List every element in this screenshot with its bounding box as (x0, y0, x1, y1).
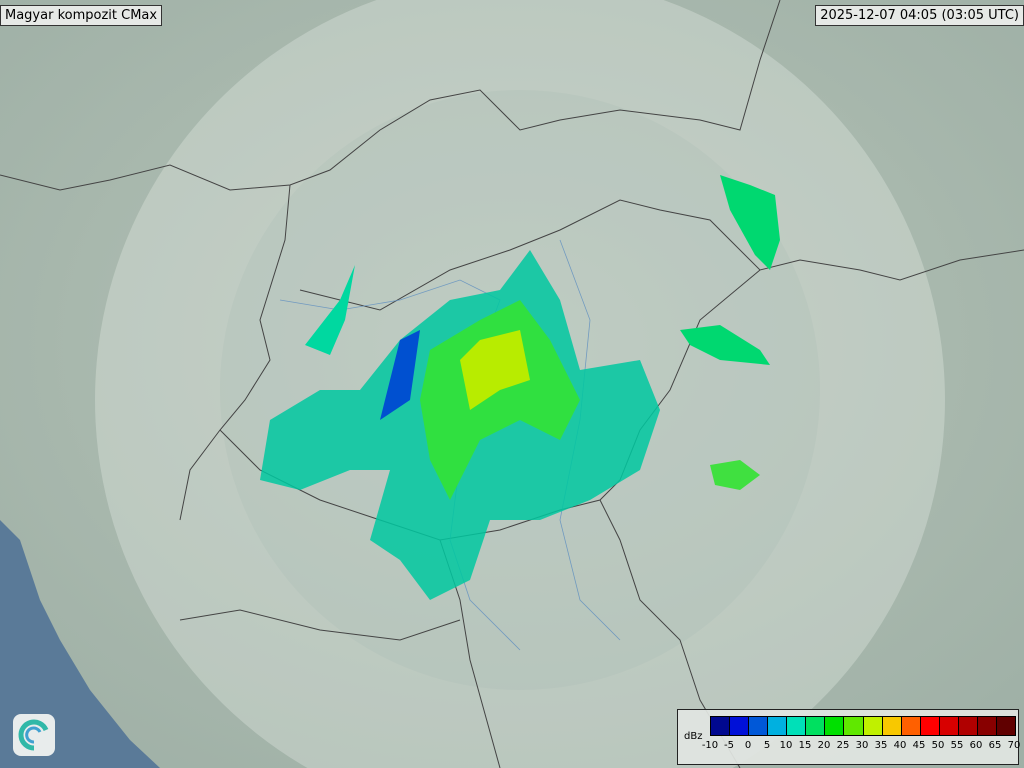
legend-swatch (730, 717, 750, 735)
legend-swatch (977, 717, 997, 735)
legend-tick-label: -10 (701, 740, 719, 751)
legend-unit: dBz (684, 731, 703, 742)
legend-swatch (787, 717, 807, 735)
legend-swatch (844, 717, 864, 735)
legend-tick-label: 55 (950, 740, 964, 751)
legend-tick-label: 60 (969, 740, 983, 751)
legend-swatch (749, 717, 769, 735)
legend-tick-label: 25 (836, 740, 850, 751)
legend-tick-label: 5 (763, 740, 771, 751)
legend-tick-label: 10 (779, 740, 793, 751)
radar-echoes (260, 175, 780, 600)
dbz-legend: dBz -10 -5 0 5 10 15 20 25 30 35 40 45 50 55 60 65 70 (677, 709, 1021, 765)
legend-tick-label: 30 (855, 740, 869, 751)
legend-swatch (711, 717, 731, 735)
legend-color-bar (710, 716, 1016, 736)
timestamp: 2025-12-07 04:05 (03:05 UTC) (815, 5, 1024, 26)
echo-core (420, 300, 580, 500)
legend-tick-label: 70 (1007, 740, 1021, 751)
legend-tick-label: 15 (798, 740, 812, 751)
echo-se (710, 460, 760, 490)
legend-swatch (920, 717, 940, 735)
legend-tick-label: 45 (912, 740, 926, 751)
legend-swatch (882, 717, 902, 735)
map-title: Magyar kompozit CMax (0, 5, 163, 26)
echo-northeast (720, 175, 780, 270)
legend-tick-label: 20 (817, 740, 831, 751)
legend-tick-label: 65 (988, 740, 1002, 751)
legend-tick-label: -5 (724, 740, 734, 751)
echo-edge (380, 330, 420, 420)
legend-swatch (768, 717, 788, 735)
legend-swatch (825, 717, 845, 735)
legend-swatch (806, 717, 826, 735)
echo-strong (460, 330, 530, 410)
legend-ticks: -10 -5 0 5 10 15 20 25 30 35 40 45 50 55 60 65 70 (702, 740, 1021, 760)
swirl-logo-icon (13, 714, 55, 756)
legend-tick-label: 0 (744, 740, 752, 751)
legend-tick-label: 50 (931, 740, 945, 751)
legend-tick-label: 40 (893, 740, 907, 751)
legend-swatch (996, 717, 1015, 735)
legend-tick-label: 35 (874, 740, 888, 751)
echo-west (305, 265, 355, 355)
legend-swatch (958, 717, 978, 735)
legend-swatch (901, 717, 921, 735)
echo-east (680, 325, 770, 365)
adriatic-sea (0, 520, 160, 768)
legend-swatch (863, 717, 883, 735)
legend-swatch (939, 717, 959, 735)
